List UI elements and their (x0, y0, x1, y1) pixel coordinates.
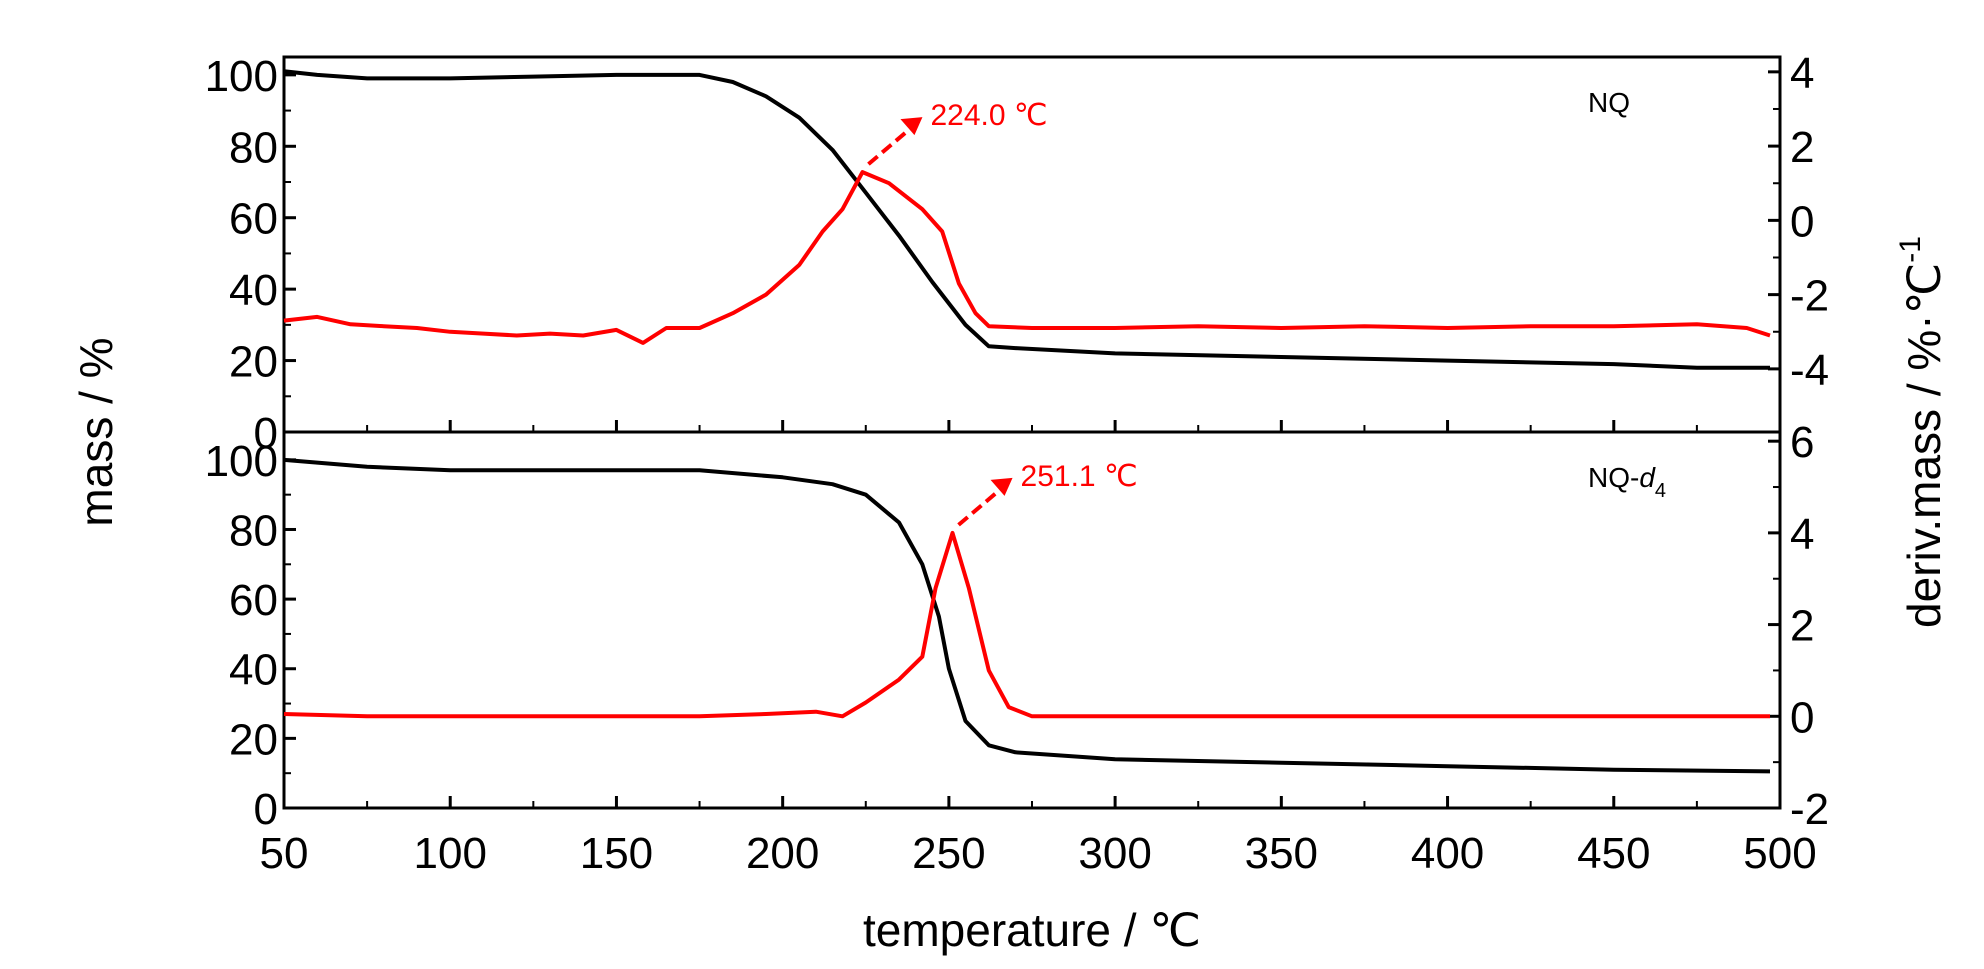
left-tick-label: 20 (229, 715, 278, 764)
right-tick-label: 6 (1790, 418, 1814, 467)
annotation-arrow-1 (957, 484, 1006, 527)
x-tick-label: 50 (260, 829, 309, 878)
right-tick-label: -4 (1790, 346, 1829, 395)
mass-curve-0 (283, 69, 1770, 370)
axes-layer (282, 55, 1782, 810)
left-tick-label: 40 (229, 646, 278, 695)
annotation-label-0: 224.0 ℃ (930, 99, 1047, 132)
left-tick-label: 100 (205, 52, 278, 101)
left-tick-label: 40 (229, 266, 278, 315)
deriv-curve-0 (283, 170, 1771, 345)
panel-label-1: NQ-d4 (1588, 462, 1666, 502)
x-tick-label: 250 (912, 829, 985, 878)
x-axis-title: temperature / ℃ (863, 904, 1201, 956)
right-tick-label: 4 (1790, 510, 1814, 559)
right-axis-title-text: deriv.mass / %·℃ (1898, 263, 1950, 628)
x-tick-label: 300 (1078, 829, 1151, 878)
deriv-curve-1 (283, 530, 1770, 719)
x-tick-label: 200 (746, 829, 819, 878)
annotation-arrow-0 (867, 123, 916, 166)
left-tick-label: 100 (205, 437, 278, 486)
x-tick-label: 500 (1743, 829, 1816, 878)
right-tick-label: 0 (1790, 197, 1814, 246)
panel-label-italic: d (1639, 462, 1656, 493)
right-tick-label: 2 (1790, 602, 1814, 651)
left-tick-label: 0 (254, 785, 278, 834)
annotation-arrowhead-0 (900, 117, 923, 136)
left-tick-label: 20 (229, 338, 278, 387)
panel-label-subscript: 4 (1655, 480, 1666, 502)
annotation-label-1: 251.1 ℃ (1021, 460, 1138, 493)
mass-curve-1 (283, 457, 1771, 774)
left-axis-title: mass / % (70, 337, 122, 526)
left-tick-label: 0 (254, 409, 278, 458)
right-axis-title-superscript: -1 (1894, 236, 1927, 263)
x-tick-label: 100 (414, 829, 487, 878)
left-tick-label: 80 (229, 506, 278, 555)
x-tick-label: 400 (1411, 829, 1484, 878)
x-tick-label: 450 (1577, 829, 1650, 878)
right-axis-title: deriv.mass / %·℃-1 (1894, 236, 1950, 628)
plot-layer (283, 69, 1771, 774)
left-tick-label: 80 (229, 123, 278, 172)
right-tick-label: -2 (1790, 272, 1829, 321)
right-tick-label: 2 (1790, 123, 1814, 172)
panel-label-text: NQ- (1588, 462, 1639, 493)
left-tick-label: 60 (229, 576, 278, 625)
panel-label-text: NQ (1588, 87, 1630, 118)
x-tick-label: 150 (580, 829, 653, 878)
left-tick-label: 60 (229, 195, 278, 244)
x-tick-label: 350 (1245, 829, 1318, 878)
right-tick-label: 4 (1790, 49, 1814, 98)
annotation-arrowhead-1 (990, 477, 1013, 496)
right-tick-label: 0 (1790, 693, 1814, 742)
panel-label-0: NQ (1588, 87, 1630, 118)
right-tick-label: -2 (1790, 785, 1829, 834)
